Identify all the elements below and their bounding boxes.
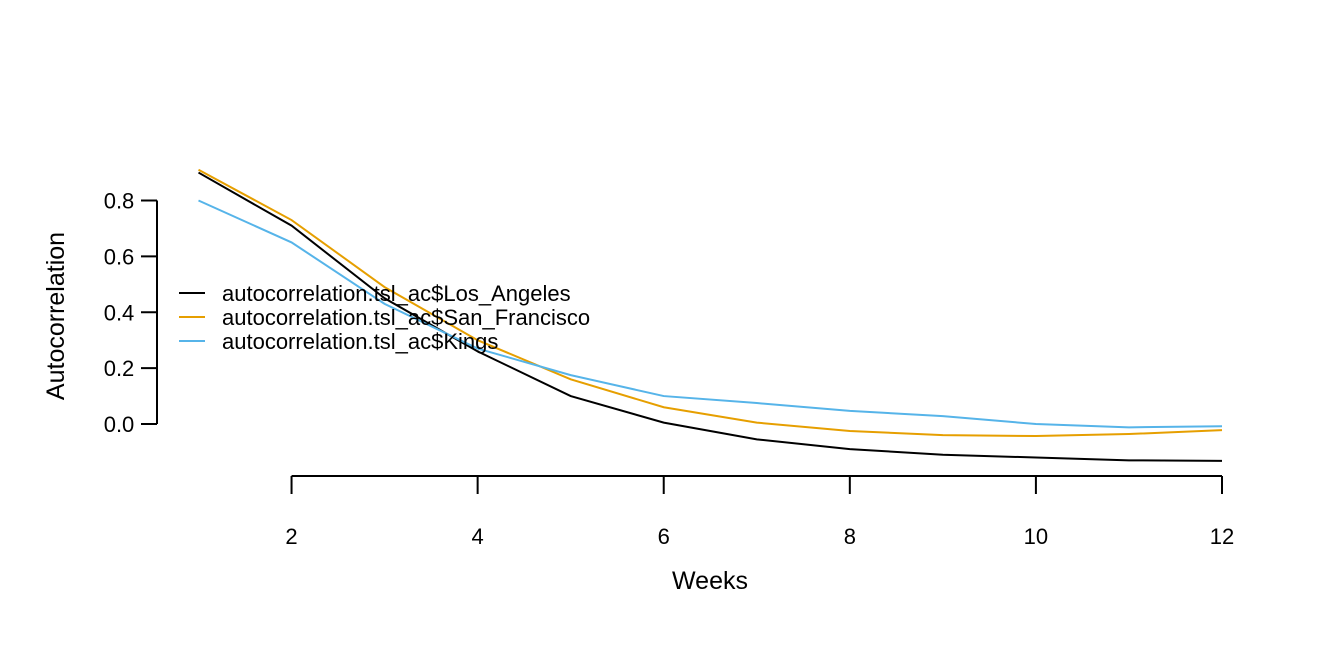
legend: autocorrelation.tsl_ac$Los_Angelesautoco…: [179, 281, 590, 354]
x-tick-label: 10: [1024, 524, 1048, 549]
x-ticks: 2 4 6 8 10 12: [285, 476, 1234, 549]
legend-label-kings: autocorrelation.tsl_ac$Kings: [222, 329, 498, 354]
x-axis: 2 4 6 8 10 12: [285, 475, 1234, 549]
legend-label-los-angeles: autocorrelation.tsl_ac$Los_Angeles: [222, 281, 571, 306]
series-line-kings: [198, 199, 1223, 429]
x-tick-label: 6: [658, 524, 670, 549]
y-axis: 0.0 0.2 0.4 0.6 0.8: [104, 189, 158, 437]
x-axis-title: Weeks: [672, 567, 748, 595]
y-tick-label: 0.4: [104, 300, 135, 325]
series-group: [198, 168, 1223, 462]
x-tick-label: 8: [844, 524, 856, 549]
y-tick-label: 0.0: [104, 412, 135, 437]
y-tick-label: 0.6: [104, 244, 135, 269]
x-tick-label: 4: [472, 524, 484, 549]
series-line-san-francisco: [198, 168, 1223, 438]
series-line-los-angeles: [198, 171, 1223, 462]
y-tick-label: 0.8: [104, 189, 135, 214]
legend-label-san-francisco: autocorrelation.tsl_ac$San_Francisco: [222, 305, 590, 330]
x-tick-label: 2: [285, 524, 297, 549]
y-tick-label: 0.2: [104, 356, 135, 381]
y-ticks: 0.0 0.2 0.4 0.6 0.8: [104, 189, 157, 437]
y-axis-title: Autocorrelation: [42, 232, 70, 400]
x-tick-label: 12: [1210, 524, 1234, 549]
